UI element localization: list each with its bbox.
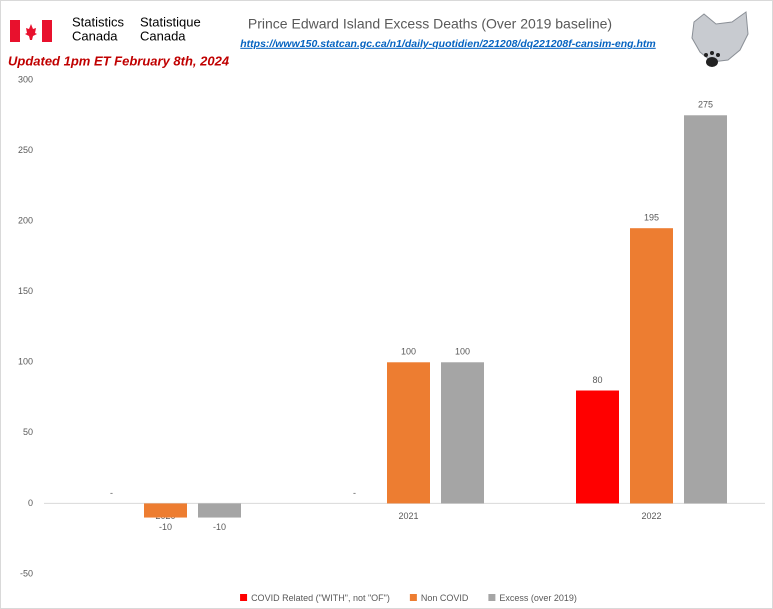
data-label: 100 [455,347,470,357]
update-note: Updated 1pm ET February 8th, 2024 [8,53,230,68]
y-tick-label: 100 [18,357,33,367]
x-tick-label: 2022 [641,511,661,521]
wolf-logo [691,11,749,67]
bar [630,228,673,504]
data-label: - [110,488,113,498]
statcan-fr: Statistique [140,14,201,29]
y-tick-label: 200 [18,216,33,226]
y-tick-label: -50 [20,568,33,578]
bar [198,503,241,518]
source-link[interactable]: https://www150.statcan.gc.ca/n1/daily-qu… [240,38,655,50]
legend-label: COVID Related ("WITH", not "OF") [251,593,390,603]
chart-title: Prince Edward Island Excess Deaths (Over… [248,16,612,32]
data-label: 195 [644,213,659,223]
y-tick-label: 50 [23,427,33,437]
statcan-en: Statistics [72,14,125,29]
legend-swatch [488,594,496,601]
statcan-en: Canada [72,28,118,43]
data-label: 80 [592,375,602,385]
legend-label: Non COVID [421,593,469,603]
data-label: -10 [159,522,172,532]
y-tick-label: 150 [18,286,33,296]
bar [576,390,619,504]
data-label: - [353,488,356,498]
canada-flag [10,20,52,42]
legend-swatch [409,594,417,601]
y-tick-label: 0 [28,498,33,508]
y-tick-label: 250 [18,145,33,155]
data-label: -10 [213,522,226,532]
y-tick-label: 300 [18,74,33,84]
bar [441,362,484,504]
legend-swatch [240,594,248,601]
legend-label: Excess (over 2019) [499,593,577,603]
bar [684,115,727,504]
data-label: 275 [698,100,713,110]
data-label: 100 [401,347,416,357]
statcan-fr: Canada [140,28,186,43]
x-tick-label: 2021 [398,511,418,521]
bar [387,362,430,504]
bar [144,503,187,518]
